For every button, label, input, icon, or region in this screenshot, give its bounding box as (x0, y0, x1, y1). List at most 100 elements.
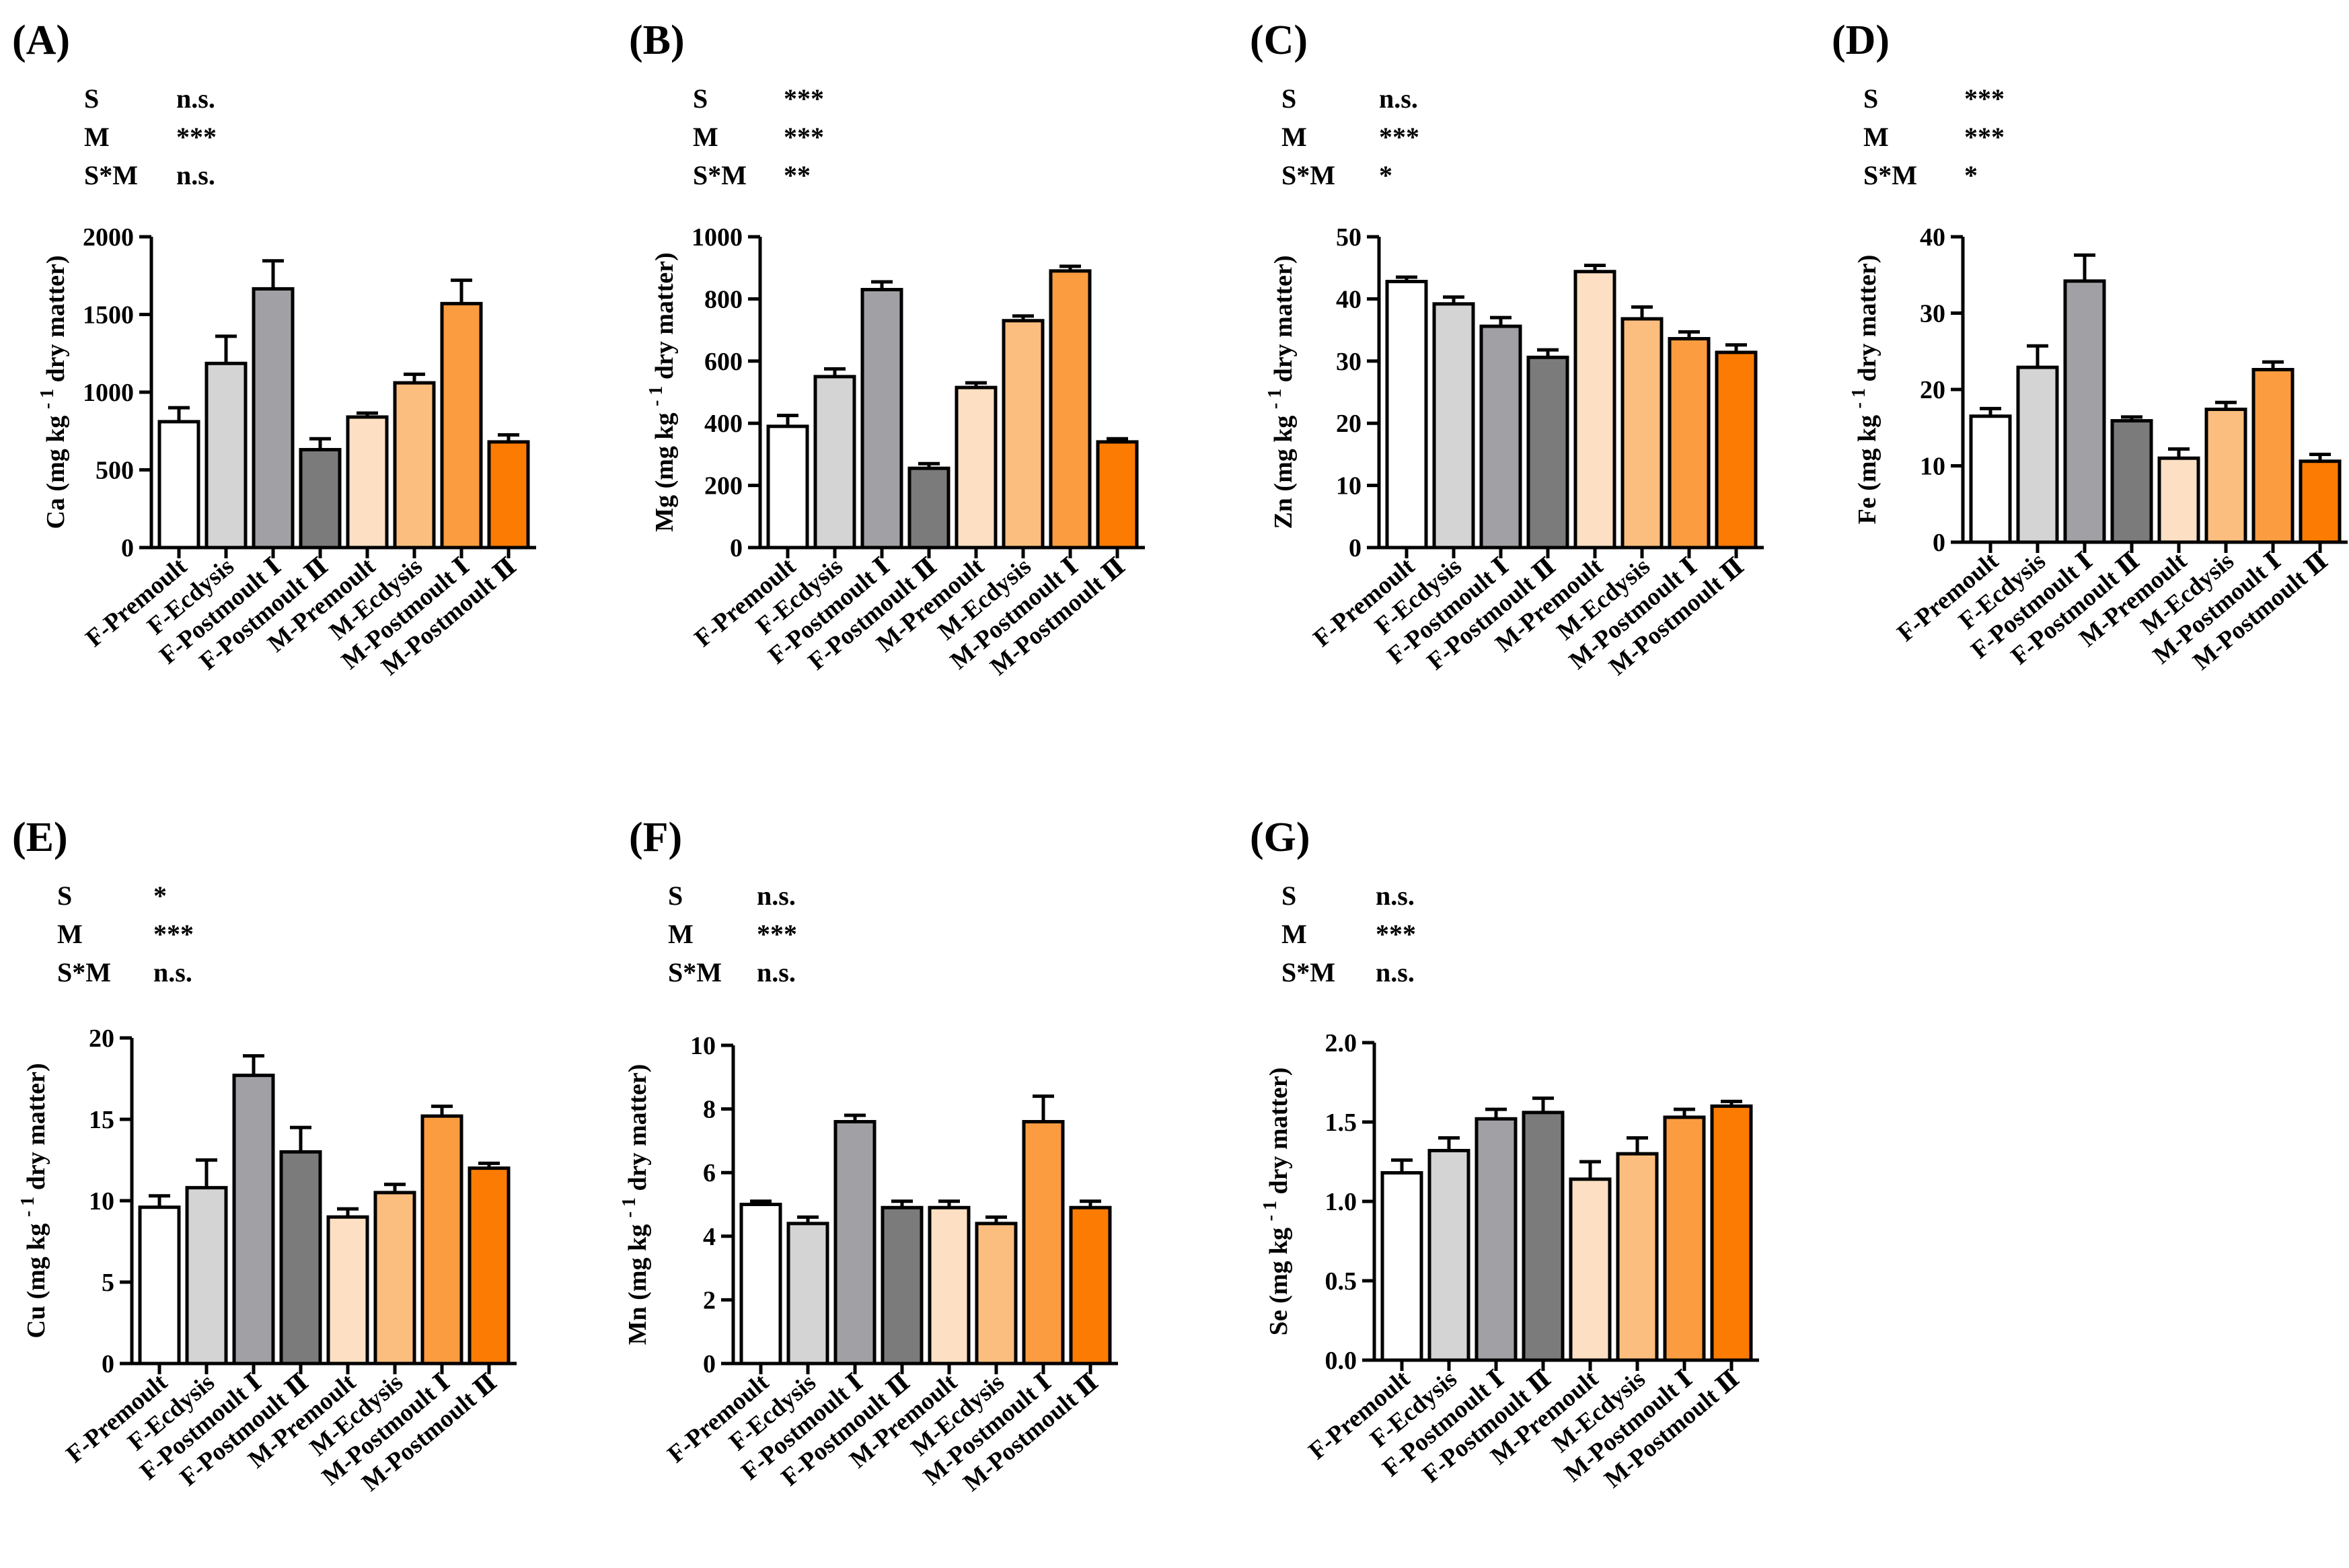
stat-significance: *** (784, 83, 824, 114)
y-axis-label: Mg (mg kg - 1 dry matter) (646, 252, 679, 532)
y-tick-label: 0 (703, 1350, 716, 1378)
y-tick-label: 0 (1933, 529, 1945, 557)
y-tick-label: 5 (102, 1269, 114, 1297)
stat-label: S*M (84, 160, 138, 190)
bar (1573, 270, 1616, 550)
y-tick-label: 20 (1336, 410, 1362, 438)
y-tick-label: 2.0 (1325, 1029, 1357, 1057)
bar (1427, 1148, 1470, 1362)
y-tick-label: 8 (703, 1096, 716, 1124)
bar (1715, 350, 1758, 550)
y-tick-label: 15 (89, 1106, 114, 1134)
bar (2016, 365, 2059, 544)
y-tick-label: 4 (703, 1223, 716, 1251)
bar (907, 466, 950, 550)
y-tick-label: 1500 (83, 301, 134, 330)
y-axis-label: Fe (mg kg - 1 dry matter) (1849, 255, 1881, 525)
panel-label: (G) (1250, 815, 1310, 860)
bar (881, 1205, 924, 1366)
stat-label: S (1281, 881, 1296, 911)
bar (1069, 1205, 1112, 1366)
panel-mn: (F) S n.s. M *** S*M n.s. 0 2 4 6 8 10 Mn (mg kg - 1 … (619, 815, 1118, 1497)
stat-significance: n.s. (757, 957, 796, 987)
stat-label: M (693, 122, 718, 152)
bar (2157, 456, 2200, 544)
bar (204, 361, 248, 550)
stat-significance: * (1964, 160, 1978, 190)
stat-label: S (57, 881, 72, 911)
bar (1385, 280, 1428, 550)
bar (1668, 337, 1711, 550)
stat-significance: n.s. (757, 881, 796, 911)
stat-label: S*M (668, 957, 722, 987)
bar (1475, 1117, 1518, 1362)
stat-significance: n.s. (1376, 957, 1415, 987)
y-tick-label: 1.5 (1325, 1109, 1357, 1137)
bar (1569, 1177, 1612, 1362)
stat-significance: *** (784, 122, 824, 152)
stat-label: S*M (693, 160, 747, 190)
stat-significance: n.s. (1379, 83, 1418, 114)
bar (1002, 319, 1045, 550)
stat-label: M (1863, 122, 1889, 152)
stat-significance: n.s. (1376, 881, 1415, 911)
stat-label: S*M (1863, 160, 1917, 190)
y-axis-label: Mn (mg kg - 1 dry matter) (619, 1064, 652, 1345)
y-tick-label: 0 (102, 1350, 114, 1378)
stat-significance: *** (1964, 83, 2005, 114)
y-tick-label: 600 (704, 348, 743, 376)
bar (833, 1120, 877, 1366)
bar (185, 1186, 228, 1366)
stat-significance: *** (1964, 122, 2005, 152)
y-tick-label: 0 (730, 534, 743, 562)
bar (2110, 419, 2153, 544)
stat-significance: *** (1376, 919, 1416, 949)
stat-label: S (1863, 83, 1878, 114)
y-tick-label: 0.5 (1325, 1267, 1357, 1296)
bar (786, 1222, 829, 1366)
bar (468, 1166, 511, 1366)
panel-label: (C) (1250, 17, 1308, 63)
stat-label: S (1281, 83, 1296, 114)
bar (252, 287, 295, 550)
y-axis-label: Ca (mg kg - 1 dry matter) (37, 255, 70, 529)
bar (813, 375, 856, 550)
stat-significance: n.s. (153, 957, 192, 987)
bar (138, 1205, 181, 1366)
y-tick-label: 30 (1336, 348, 1362, 376)
y-tick-label: 1000 (83, 379, 134, 407)
stat-significance: n.s. (176, 160, 215, 190)
stat-label: M (1281, 122, 1307, 152)
bar (1663, 1115, 1706, 1362)
y-tick-label: 40 (1920, 223, 1945, 252)
bar (739, 1203, 782, 1366)
y-tick-label: 20 (1920, 376, 1945, 404)
bar (157, 420, 200, 550)
panel-mg: (B) S *** M *** S*M ** 0 200 400 600 800 1000 Mg (mg … (629, 17, 1145, 681)
bar (1096, 440, 1139, 550)
bar (2063, 279, 2106, 544)
y-tick-label: 2 (703, 1286, 716, 1314)
bar (1049, 269, 1092, 550)
bar (279, 1150, 322, 1366)
bar (1432, 302, 1475, 550)
y-tick-label: 30 (1920, 300, 1945, 328)
y-axis-label: Se (mg kg - 1 dry matter) (1260, 1068, 1293, 1336)
bar (2299, 459, 2342, 544)
y-tick-label: 500 (96, 457, 134, 485)
bar (860, 288, 903, 550)
stat-label: S (668, 881, 683, 911)
y-tick-label: 10 (1920, 453, 1945, 481)
y-tick-label: 0.0 (1325, 1347, 1357, 1375)
stat-significance: *** (757, 919, 797, 949)
bar (1710, 1104, 1753, 1362)
y-axis-label: Cu (mg kg - 1 dry matter) (17, 1063, 50, 1338)
y-tick-label: 50 (1336, 223, 1362, 252)
bar (1380, 1171, 1423, 1362)
y-tick-label: 10 (89, 1187, 114, 1216)
stat-label: S (84, 83, 99, 114)
bar (2204, 408, 2247, 544)
y-tick-label: 10 (690, 1032, 716, 1060)
stat-label: M (57, 919, 83, 949)
